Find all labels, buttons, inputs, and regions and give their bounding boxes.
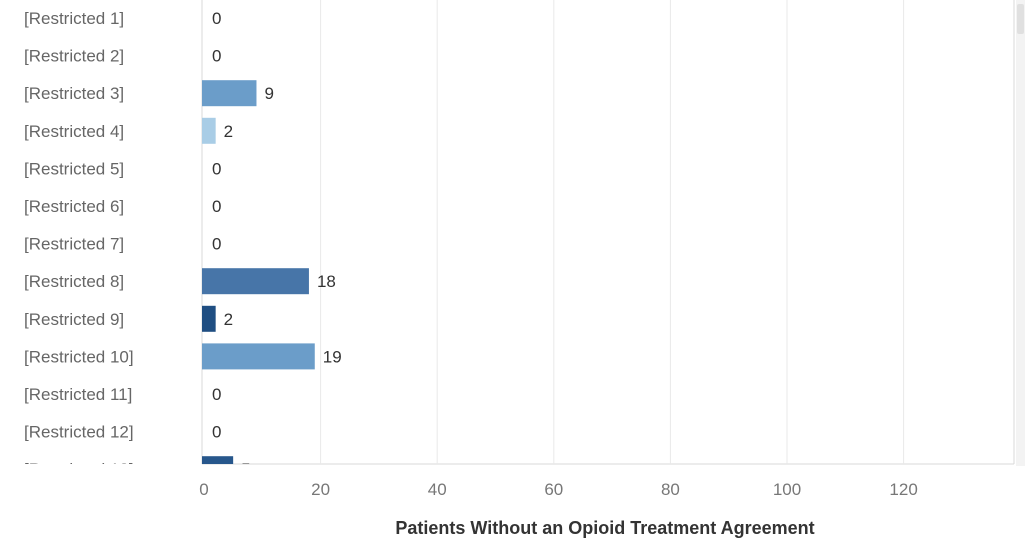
category-label: [Restricted 11] bbox=[24, 385, 132, 404]
data-label: 0 bbox=[212, 385, 221, 404]
category-label: [Restricted 8] bbox=[24, 272, 124, 291]
category-label: [Restricted 13] bbox=[24, 460, 134, 479]
scrollbar-thumb[interactable] bbox=[1017, 4, 1024, 34]
data-label: 2 bbox=[224, 310, 233, 329]
x-tick-label: 20 bbox=[311, 480, 330, 499]
plot-area: [Restricted 1] 0 [Restricted 2] 0 [Restricte… bbox=[24, 9, 342, 482]
bar[interactable] bbox=[202, 117, 216, 144]
data-label: 9 bbox=[264, 84, 273, 103]
category-label: [Restricted 9] bbox=[24, 310, 124, 329]
x-tick-label: 100 bbox=[773, 480, 801, 499]
data-label: 0 bbox=[212, 159, 221, 178]
bar[interactable] bbox=[202, 268, 309, 295]
category-label: [Restricted 10] bbox=[24, 347, 134, 366]
data-label: 0 bbox=[212, 235, 221, 254]
category-label: [Restricted 2] bbox=[24, 47, 124, 66]
x-axis: 0 20 40 60 80 100 120 bbox=[199, 480, 918, 499]
bar[interactable] bbox=[202, 343, 315, 370]
bar[interactable] bbox=[202, 80, 257, 107]
category-label: [Restricted 5] bbox=[24, 159, 124, 178]
gridlines bbox=[201, 0, 1015, 465]
bar[interactable] bbox=[202, 305, 216, 332]
data-label: 0 bbox=[212, 423, 221, 442]
category-label: [Restricted 7] bbox=[24, 235, 124, 254]
x-tick-label: 40 bbox=[428, 480, 447, 499]
category-label: [Restricted 1] bbox=[24, 9, 124, 28]
data-label: 18 bbox=[317, 272, 336, 291]
category-label: [Restricted 3] bbox=[24, 84, 124, 103]
category-label: [Restricted 4] bbox=[24, 122, 124, 141]
x-tick-label: 80 bbox=[661, 480, 680, 499]
category-label: [Restricted 12] bbox=[24, 423, 134, 442]
data-label: 0 bbox=[212, 47, 221, 66]
bar[interactable] bbox=[202, 456, 234, 482]
x-tick-label: 60 bbox=[544, 480, 563, 499]
data-label: 0 bbox=[212, 9, 221, 28]
data-label: 0 bbox=[212, 197, 221, 216]
x-tick-label: 0 bbox=[199, 480, 208, 499]
x-axis-title: Patients Without an Opioid Treatment Agr… bbox=[395, 518, 814, 538]
x-tick-label: 120 bbox=[889, 480, 917, 499]
data-label: 2 bbox=[224, 122, 233, 141]
data-label: 19 bbox=[323, 347, 342, 366]
scrollbar-track[interactable] bbox=[1016, 0, 1025, 466]
data-label: 5 bbox=[241, 460, 250, 479]
category-label: [Restricted 6] bbox=[24, 197, 124, 216]
